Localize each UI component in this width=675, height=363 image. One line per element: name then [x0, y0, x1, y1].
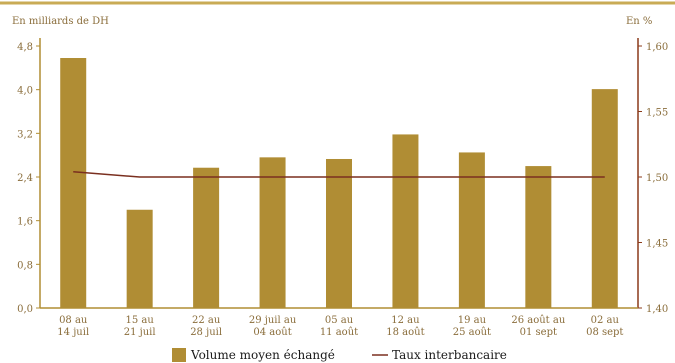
category-label: 15 au 21 juil [124, 315, 156, 338]
category-label: 02 au 08 sept [586, 315, 623, 338]
left-tick-label: 1,6 [17, 217, 33, 228]
rate-line [73, 171, 605, 178]
right-tick-label: 1,55 [646, 108, 668, 119]
legend-label-bar: Volume moyen échangé [190, 348, 335, 362]
legend: Volume moyen échangé Taux interbancaire [172, 348, 507, 362]
bar [326, 158, 352, 308]
right-tick-label: 1,45 [646, 239, 668, 250]
bar-series [60, 58, 618, 309]
right-tick-label: 1,60 [646, 42, 668, 53]
bar [259, 157, 286, 308]
bar [591, 89, 618, 308]
bar [392, 134, 419, 308]
line-series [73, 171, 605, 178]
right-axis-unit: En % [626, 16, 652, 27]
category-label: 05 au 11 août [320, 315, 358, 338]
right-tick-label: 1,40 [646, 304, 668, 315]
category-label: 29 juil au 04 août [249, 315, 297, 338]
category-label: 22 au 28 juil [190, 315, 222, 338]
bar [193, 167, 220, 308]
bar [458, 152, 485, 308]
bar [525, 166, 552, 308]
category-label: 26 août au 01 sept [511, 315, 565, 338]
left-tick-label: 0,8 [17, 260, 33, 271]
legend-label-line: Taux interbancaire [392, 348, 507, 362]
right-tick-label: 1,50 [646, 173, 668, 184]
x-axis: 08 au 14 juil 15 au 21 juil 22 au 28 juil 29 j… [40, 307, 638, 338]
legend-swatch-bar [172, 348, 186, 362]
category-label: 08 au 14 juil [57, 315, 89, 338]
category-label: 12 au 18 août [386, 315, 424, 338]
left-tick-label: 3,2 [17, 129, 33, 140]
left-tick-label: 2,4 [17, 173, 33, 184]
bar [126, 209, 153, 308]
category-label: 19 au 25 août [453, 315, 491, 338]
left-tick-label: 4,0 [17, 86, 33, 97]
right-axis: 1,40 1,45 1,50 1,55 1,60 [637, 38, 668, 315]
left-tick-label: 4,8 [17, 42, 33, 53]
left-tick-label: 0,0 [17, 304, 33, 315]
left-axis-unit: En milliards de DH [12, 16, 109, 27]
bar [60, 58, 87, 309]
left-axis: 0,0 0,8 1,6 2,4 3,2 4,0 4,8 [17, 38, 41, 315]
